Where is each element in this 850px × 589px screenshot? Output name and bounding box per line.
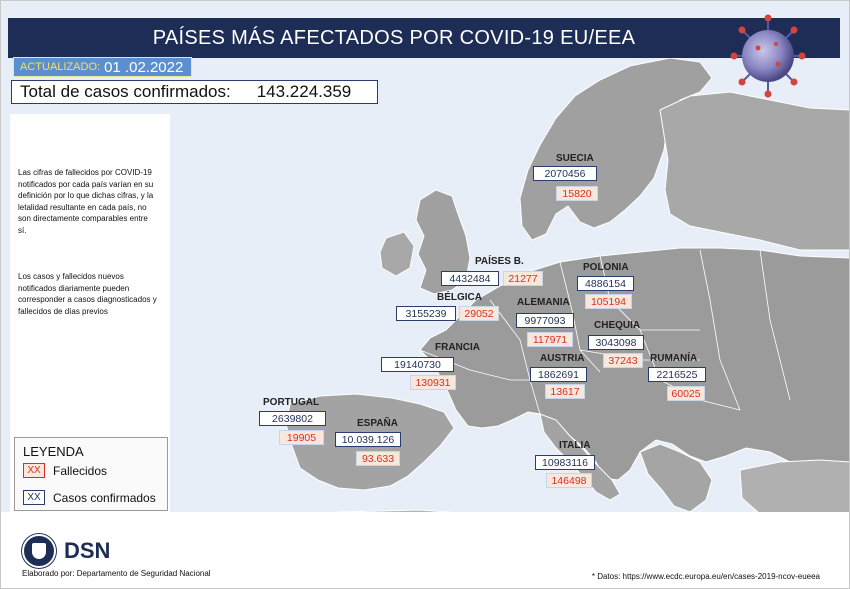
country-name-polonia: POLONIA [583, 262, 629, 273]
country-name-alemania: ALEMANIA [517, 297, 570, 308]
cases-austria: 1862691 [530, 367, 587, 382]
country-name-rumania: RUMANÍA [650, 353, 698, 364]
country-name-espana: ESPAÑA [357, 418, 398, 429]
legend-deaths-swatch: XX [23, 463, 45, 478]
country-name-austria: AUSTRIA [540, 353, 585, 364]
legend-deaths-label: Fallecidos [53, 463, 108, 478]
cases-italia: 10983116 [535, 455, 595, 470]
turkey-landmass [739, 459, 850, 523]
dsn-seal-icon [22, 534, 56, 568]
credit-text: Elaborado por: Departamento de Seguridad… [22, 569, 211, 578]
deaths-espana: 93.633 [356, 451, 400, 466]
balkans-landmass [639, 443, 713, 513]
coronavirus-icon [730, 14, 806, 98]
deaths-austria: 13617 [545, 384, 585, 399]
total-cases-label: Total de casos confirmados: [20, 82, 231, 101]
cases-francia: 19140730 [381, 357, 454, 372]
country-name-chequia: CHEQUIA [594, 320, 641, 331]
deaths-suecia: 15820 [556, 186, 598, 201]
country-name-paisesb: PAÍSES B. [475, 256, 524, 267]
britain-landmass [415, 189, 471, 295]
cases-belgica: 3155239 [396, 306, 456, 321]
legend-deaths: XX Fallecidos [23, 463, 107, 478]
cases-rumania: 2216525 [648, 367, 706, 382]
note-reporting: Los casos y fallecidos nuevos notificado… [18, 272, 157, 316]
page-title: PAÍSES MÁS AFECTADOS POR COVID-19 EU/EEA [8, 18, 840, 58]
country-name-belgica: BÉLGICA [437, 292, 482, 303]
updated-date: 01 .02.2022 [104, 58, 184, 76]
dsn-logo-text: DSN [64, 538, 111, 563]
cases-chequia: 3043098 [588, 335, 644, 350]
total-cases-value: 143.224.359 [256, 82, 352, 101]
dsn-logo: DSN [22, 534, 110, 568]
deaths-alemania: 117971 [527, 332, 573, 347]
source-text: * Datos: https://www.ecdc.europa.eu/en/c… [591, 572, 820, 581]
deaths-rumania: 60025 [667, 386, 705, 401]
deaths-francia: 130931 [410, 375, 456, 390]
deaths-portugal: 19905 [279, 430, 324, 445]
legend-title: LEYENDA [23, 444, 84, 459]
total-cases-box: Total de casos confirmados: 143.224.359 [11, 80, 378, 104]
cases-suecia: 2070456 [533, 166, 597, 181]
cases-alemania: 9977093 [516, 313, 574, 328]
legend: LEYENDA XX Fallecidos XX Casos confirmad… [14, 437, 168, 511]
footer-band [0, 512, 850, 589]
updated-label: ACTUALIZADO: [20, 61, 101, 73]
cases-espana: 10.039.126 [335, 432, 401, 447]
deaths-polonia: 105194 [585, 294, 632, 309]
country-name-italia: ITALIA [559, 440, 591, 451]
legend-cases-label: Casos confirmados [53, 490, 156, 505]
northeast-landmass [659, 91, 850, 251]
country-name-portugal: PORTUGAL [263, 397, 320, 408]
deaths-paisesb: 21277 [503, 271, 543, 286]
deaths-italia: 146498 [546, 473, 592, 488]
cases-paisesb: 4432484 [441, 271, 499, 286]
deaths-belgica: 29052 [459, 306, 499, 321]
ireland-landmass [379, 231, 415, 277]
cases-polonia: 4886154 [577, 276, 634, 291]
legend-cases-swatch: XX [23, 490, 45, 505]
deaths-chequia: 37243 [603, 353, 643, 368]
legend-cases: XX Casos confirmados [23, 490, 156, 505]
country-name-francia: FRANCIA [435, 342, 480, 353]
country-name-suecia: SUECIA [556, 153, 594, 164]
updated-badge: ACTUALIZADO: 01 .02.2022 [13, 57, 193, 77]
note-definitions: Las cifras de fallecidos por COVID-19 no… [18, 168, 154, 235]
cases-portugal: 2639802 [259, 411, 326, 426]
